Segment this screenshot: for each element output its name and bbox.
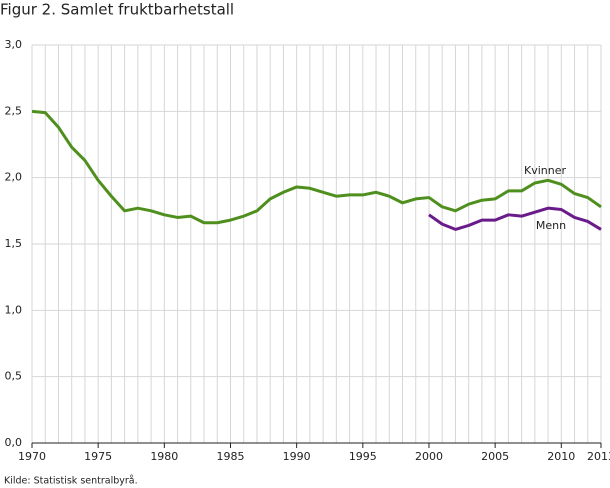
x-tick-label: 2005 (481, 450, 509, 463)
series-label: Menn (536, 219, 566, 232)
chart-title: Figur 2. Samlet fruktbarhetstall (0, 1, 234, 19)
y-tick-label: 0,5 (5, 370, 23, 383)
y-tick-label: 1,5 (5, 237, 23, 250)
x-tick-label: 2013 (587, 450, 610, 463)
y-tick-label: 1,0 (5, 303, 23, 316)
y-tick-label: 3,0 (5, 38, 23, 51)
x-tick-label: 1995 (349, 450, 377, 463)
series-line (428, 206, 602, 231)
x-tick-label: 2010 (547, 450, 575, 463)
y-tick-label: 0,0 (5, 436, 23, 449)
y-tick-label: 2,0 (5, 171, 23, 184)
series-line (31, 109, 602, 225)
x-tick-label: 1970 (18, 450, 46, 463)
series-label: Kvinner (524, 164, 566, 177)
x-tick-label: 2000 (415, 450, 443, 463)
x-tick-label: 1975 (84, 450, 112, 463)
x-tick-label: 1985 (216, 450, 244, 463)
source: Kilde: Statistisk sentralbyrå. (4, 476, 138, 487)
x-tick-label: 1990 (283, 450, 311, 463)
y-tick-label: 2,5 (5, 104, 23, 117)
x-tick-label: 1980 (150, 450, 178, 463)
